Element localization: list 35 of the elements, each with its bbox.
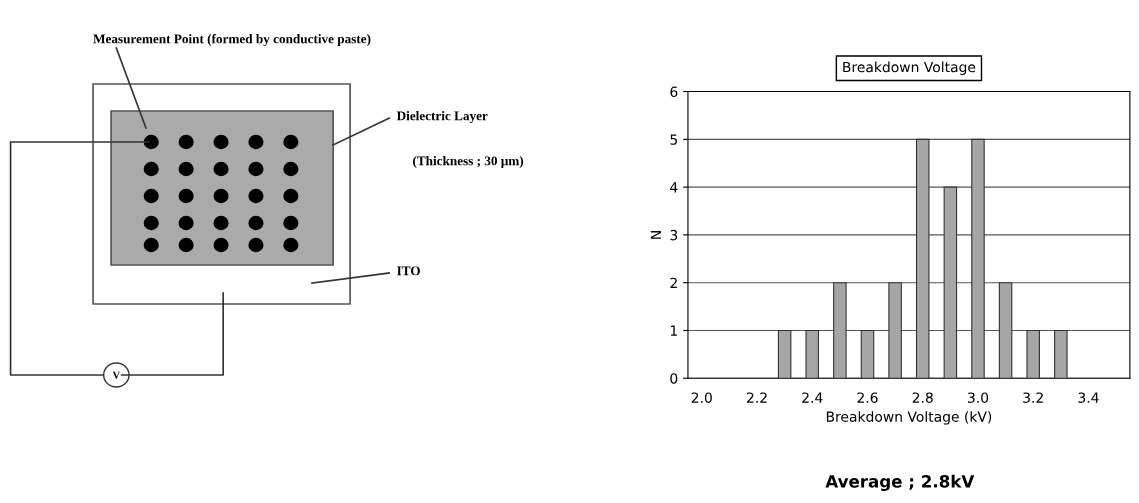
x-tick-label: 2.2 xyxy=(746,392,767,403)
bar xyxy=(860,329,875,379)
x-tick-label: 2.0 xyxy=(691,392,712,403)
text: ITO xyxy=(397,266,420,276)
bar xyxy=(805,329,820,379)
x-tick-label: 3.0 xyxy=(967,392,989,403)
x-tick-label: 2.8 xyxy=(912,392,933,403)
y-axis-title: N xyxy=(650,231,661,239)
bar xyxy=(1026,329,1040,379)
chart-title: Breakdown Voltage xyxy=(843,61,976,75)
x-tick-label: 2.6 xyxy=(857,392,878,403)
bar xyxy=(943,186,958,379)
bar xyxy=(1054,329,1068,379)
bar xyxy=(888,282,902,379)
text: Measurement Point (formed by conductive paste) xyxy=(93,33,371,47)
y-tick-label: 1 xyxy=(670,325,677,336)
y-tick-label: 4 xyxy=(670,182,678,193)
bar xyxy=(833,282,847,379)
y-tick-label: 2 xyxy=(670,277,677,288)
text: Dielectric Layer xyxy=(396,111,488,123)
text: V xyxy=(112,371,120,379)
x-axis-title: Breakdown Voltage (kV) xyxy=(826,411,992,425)
y-tick-label: 5 xyxy=(670,134,678,145)
bar xyxy=(777,329,792,379)
x-tick-label: 3.2 xyxy=(1023,392,1043,403)
x-tick-label: 3.4 xyxy=(1078,392,1099,403)
y-tick-label: 6 xyxy=(670,86,678,98)
text: (Thickness ; 30 μm) xyxy=(413,156,524,168)
y-tick-label: 0 xyxy=(670,373,678,384)
bar xyxy=(998,282,1013,379)
bar xyxy=(915,138,930,379)
y-tick-label: 3 xyxy=(670,229,678,241)
text: Average ; 2.8kV xyxy=(825,474,975,492)
bar xyxy=(971,138,985,379)
x-tick-label: 2.4 xyxy=(802,392,823,403)
